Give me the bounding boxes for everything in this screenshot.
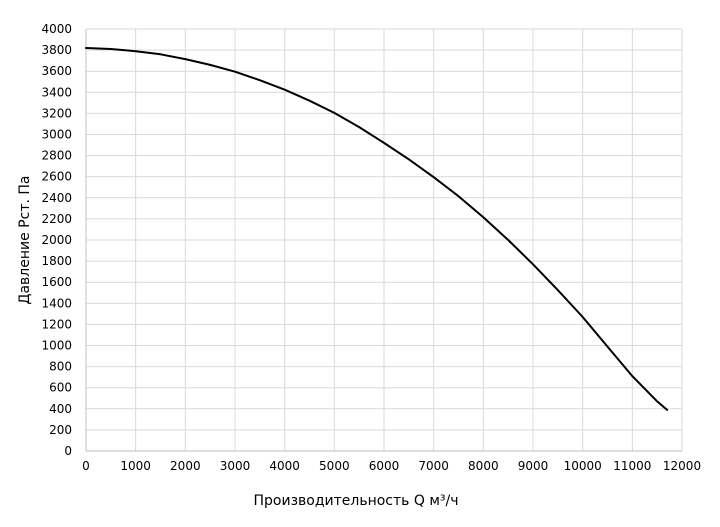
y-tick-label: 1000: [41, 339, 72, 353]
y-tick-label: 1800: [41, 254, 72, 268]
y-tick-label: 0: [64, 444, 72, 458]
x-tick-label: 5000: [319, 459, 350, 473]
y-tick-label: 400: [49, 402, 72, 416]
y-axis-title: Давление Рст. Па: [17, 176, 33, 305]
x-tick-label: 7000: [418, 459, 449, 473]
series-layer: [85, 47, 669, 411]
y-tick-label: 800: [49, 360, 72, 374]
y-tick-label: 3800: [41, 43, 72, 57]
y-tick-label: 4000: [41, 22, 72, 36]
x-tick-label: 3000: [220, 459, 251, 473]
y-tick-label: 2800: [41, 149, 72, 163]
series-line: [85, 47, 669, 411]
y-tick-label: 1600: [41, 275, 72, 289]
y-tick-label: 1200: [41, 317, 72, 331]
x-axis-title: Производительность Q м³/ч: [254, 493, 459, 509]
y-tick-label: 600: [49, 381, 72, 395]
y-tick-label: 3600: [41, 64, 72, 78]
horizontal-gridlines: [86, 28, 682, 431]
x-tick-label: 0: [82, 459, 90, 473]
x-tick-label: 2000: [170, 459, 201, 473]
y-tick-label: 3000: [41, 128, 72, 142]
y-tick-label: 3400: [41, 85, 72, 99]
x-tick-label: 12000: [663, 459, 701, 473]
x-tick-label: 1000: [120, 459, 151, 473]
y-tick-label: 2200: [41, 212, 72, 226]
axes: [85, 29, 682, 452]
x-tick-label: 10000: [564, 459, 602, 473]
y-tick-label: 2400: [41, 191, 72, 205]
y-tick-label: 3200: [41, 106, 72, 120]
y-tick-label: 1400: [41, 296, 72, 310]
x-tick-label: 9000: [518, 459, 549, 473]
y-tick-labels: 0 200 400 600 800 1000 1200 1400 1600 1800 2000 220…: [41, 22, 72, 458]
x-tick-label: 11000: [613, 459, 651, 473]
y-tick-label: 2000: [41, 233, 72, 247]
y-tick-label: 2600: [41, 170, 72, 184]
x-tick-label: 4000: [269, 459, 300, 473]
y-tick-label: 200: [49, 423, 72, 437]
x-tick-label: 6000: [369, 459, 400, 473]
x-tick-label: 8000: [468, 459, 499, 473]
x-tick-labels: 0 1000 2000 3000 4000 5000 6000 7000 8000 9000 100…: [82, 459, 701, 473]
